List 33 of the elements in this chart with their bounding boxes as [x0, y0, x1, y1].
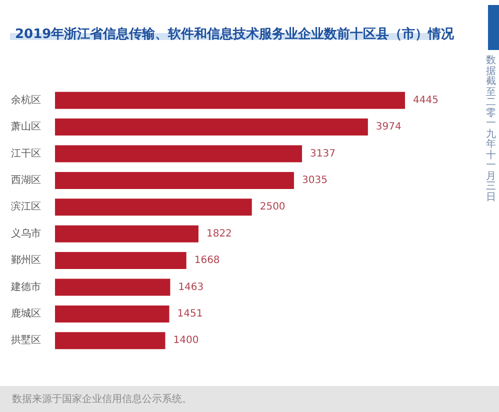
bar [55, 198, 252, 216]
text: 数据来源于国家企业信用信息公示系统。 [12, 392, 192, 406]
data-label: 1822 [206, 228, 232, 240]
bar [55, 278, 170, 296]
bar [55, 145, 302, 162]
y-tick-label: 拱墅区 [11, 334, 41, 346]
data-label: 2500 [260, 202, 286, 213]
y-tick-label: 鄞州区 [11, 254, 41, 266]
data-label: 4445 [413, 94, 438, 106]
bar [55, 118, 368, 136]
text: 数据截至二零一九年十一月三日 [486, 55, 496, 202]
y-tick-label: 义乌市 [11, 227, 41, 240]
bar [55, 305, 170, 322]
data-label: 1668 [194, 255, 220, 266]
data-label: 3974 [376, 122, 402, 133]
y-tick-label: 西湖区 [11, 174, 41, 186]
data-label: 1463 [178, 282, 204, 293]
data-label: 1451 [177, 308, 203, 320]
data-label: 3137 [310, 148, 336, 160]
bar [55, 92, 405, 109]
bar [55, 172, 294, 189]
bar [55, 225, 198, 242]
y-tick-label: 江干区 [11, 147, 41, 160]
bar [55, 332, 166, 350]
data-label: 1400 [173, 335, 199, 346]
chart-title: 2019年浙江省信息传输、软件和信息技术服务业企业数前十区县（市）情况 [15, 26, 456, 42]
y-tick-label: 建德市 [10, 280, 41, 293]
data-label: 3035 [302, 174, 328, 186]
y-tick-label: 滨江区 [11, 200, 41, 213]
bar [55, 252, 186, 270]
y-tick-label: 余杭区 [11, 94, 41, 106]
y-tick-label: 萧山区 [11, 120, 41, 133]
y-tick-label: 鹿城区 [11, 307, 41, 320]
